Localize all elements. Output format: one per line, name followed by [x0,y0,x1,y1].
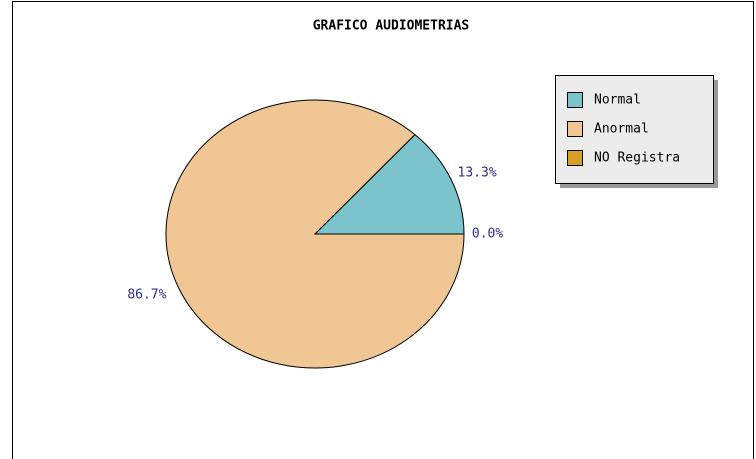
legend-label: Normal [594,93,641,108]
slice-label: 86.7% [127,287,166,302]
slice-label: 0.0% [472,227,503,242]
legend-label: Anormal [594,122,649,137]
legend-label: NO Registra [594,151,680,166]
chart-title: GRAFICO AUDIOMETRIAS [313,19,470,34]
legend-swatch [567,150,583,166]
legend-swatch [567,121,583,137]
slice-label: 13.3% [458,166,497,181]
legend-swatch [567,92,583,108]
pie-slice [313,133,465,235]
